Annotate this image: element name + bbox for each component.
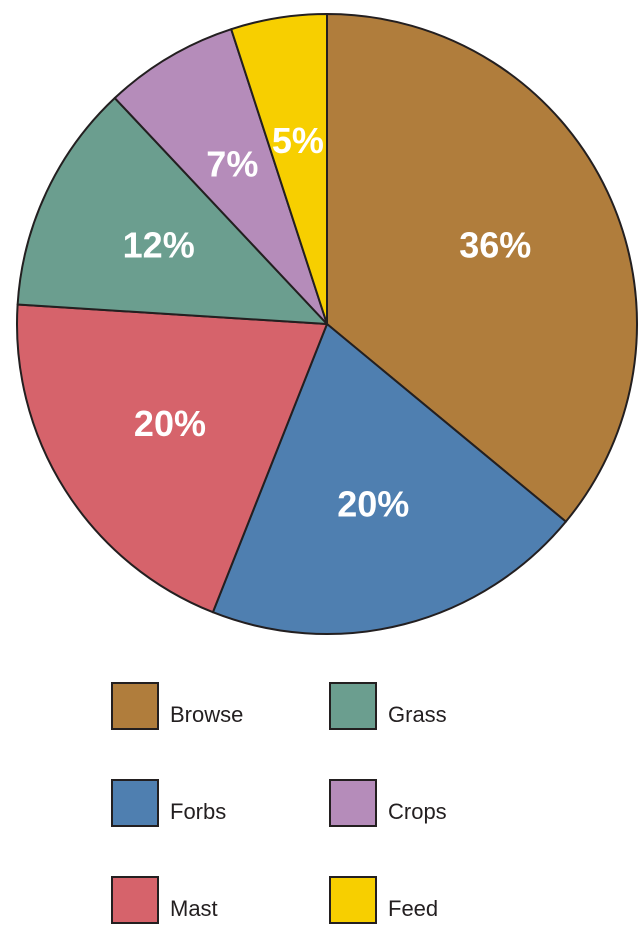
legend-label-browse: Browse (170, 702, 243, 727)
legend-label-mast: Mast (170, 896, 218, 921)
slice-label-forbs: 20% (337, 484, 409, 525)
pie-slice-mast (16, 303, 328, 614)
legend-label-feed: Feed (388, 896, 438, 921)
legend-swatch-mast (111, 876, 159, 924)
slice-label-browse: 36% (459, 224, 531, 265)
legend-item-crops: Crops (329, 779, 447, 827)
legend: Browse Forbs Mast Grass Crops Feed (111, 682, 447, 924)
legend-item-forbs: Forbs (111, 779, 226, 827)
slice-label-feed: 5% (272, 120, 324, 161)
pie-slice-browse (326, 13, 638, 523)
legend-item-grass: Grass (329, 682, 447, 730)
pie-slice-crops (113, 28, 328, 325)
slice-label-mast: 20% (134, 403, 206, 444)
legend-label-grass: Grass (388, 702, 447, 727)
slice-label-crops: 7% (206, 143, 258, 184)
legend-label-forbs: Forbs (170, 799, 226, 824)
legend-label-crops: Crops (388, 799, 447, 824)
pie-slice-labels: 36% 20% 20% 12% 7% 5% (123, 120, 532, 525)
pie-slices (16, 13, 638, 635)
legend-item-mast: Mast (111, 876, 218, 924)
legend-swatch-grass (329, 682, 377, 730)
pie-slice-forbs (211, 323, 567, 635)
legend-swatch-browse (111, 682, 159, 730)
legend-item-browse: Browse (111, 682, 243, 730)
legend-item-feed: Feed (329, 876, 438, 924)
legend-swatch-crops (329, 779, 377, 827)
legend-swatch-feed (329, 876, 377, 924)
pie-slice-feed (230, 13, 328, 325)
pie-slice-grass (16, 97, 328, 325)
slice-label-grass: 12% (123, 224, 195, 265)
legend-swatch-forbs (111, 779, 159, 827)
